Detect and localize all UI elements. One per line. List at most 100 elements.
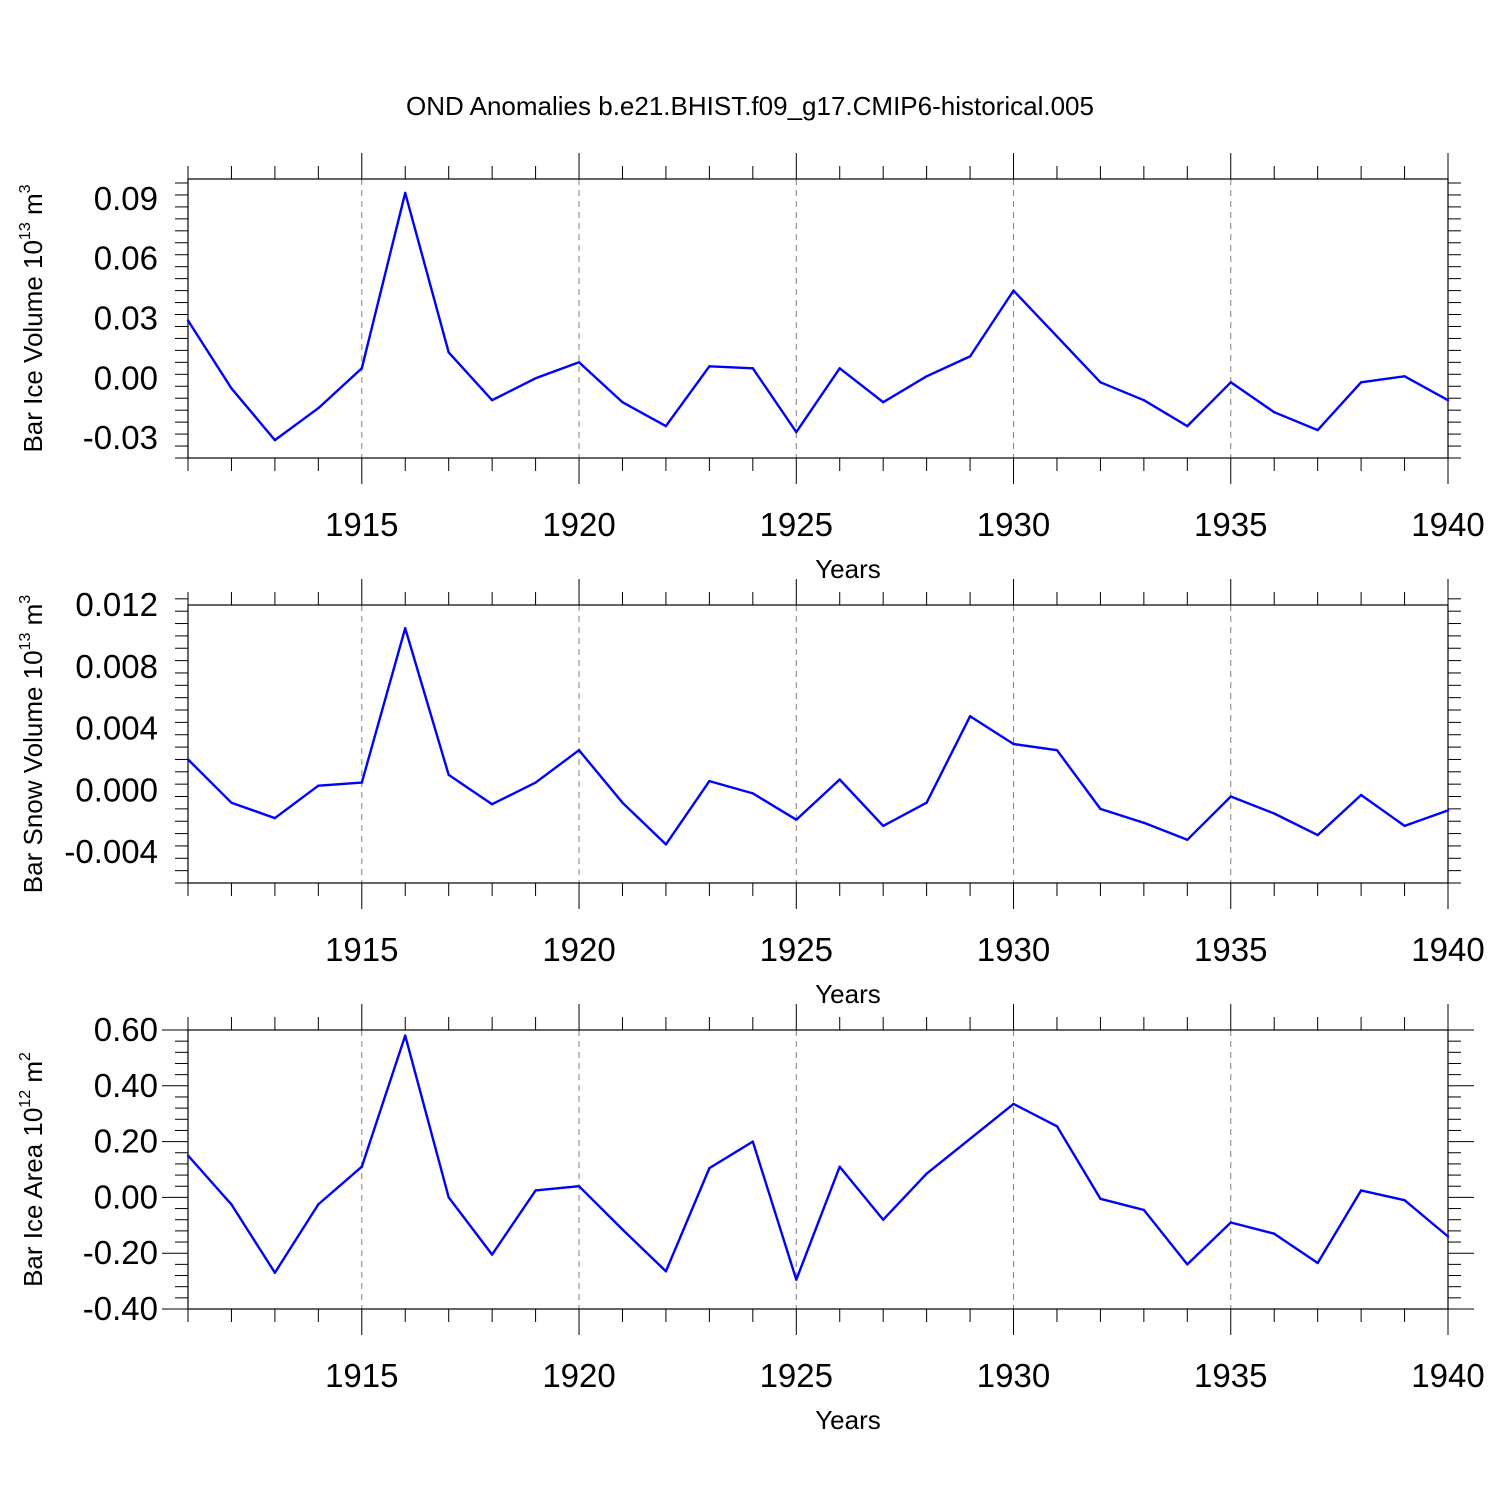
data-point: [534, 781, 537, 784]
x-tick-label: 1940: [1411, 506, 1484, 543]
x-tick-label: 1920: [542, 1357, 615, 1394]
data-point: [230, 801, 233, 804]
data-point: [1273, 812, 1276, 815]
x-axis-label: Years: [815, 979, 881, 1009]
data-point: [795, 818, 798, 821]
data-point: [360, 1165, 363, 1168]
data-point: [1403, 824, 1406, 828]
y-tick-label: 0.008: [75, 648, 158, 685]
data-point: [273, 816, 277, 820]
data-point: [838, 778, 841, 781]
panel-3: -0.40 -0.20 0.00 0.20 0.40 0.60 1915 1920 1925 19…: [17, 1004, 1485, 1435]
data-point: [621, 801, 624, 804]
x-tick-label: 1925: [760, 506, 833, 543]
data-point: [447, 773, 450, 777]
data-point: [751, 1140, 755, 1143]
y-tick-label: 0.00: [94, 1178, 158, 1215]
data-point: [1359, 1189, 1363, 1192]
data-point: [1186, 424, 1189, 428]
x-axis-label: Years: [815, 1405, 881, 1435]
x-tick-label: 1925: [760, 931, 833, 968]
data-point: [577, 1185, 581, 1188]
y-tick-label: 0.60: [94, 1011, 158, 1048]
x-tick-label: 1930: [977, 506, 1050, 543]
data-point: [1316, 833, 1319, 837]
data-point: [317, 406, 320, 410]
x-tick-label: 1935: [1194, 506, 1267, 543]
data-point: [186, 319, 190, 322]
x-tick-label: 1920: [542, 931, 615, 968]
data-point: [1359, 793, 1363, 797]
y-tick-label: 0.000: [75, 771, 158, 808]
y-tick-label: 0.40: [94, 1067, 158, 1104]
data-point: [881, 401, 885, 404]
data-point: [447, 351, 450, 354]
data-point: [1229, 381, 1232, 384]
y-tick-label: 0.03: [94, 300, 158, 337]
y-axis-label: Bar Snow Volume 1013 m3: [17, 595, 48, 894]
data-point: [925, 1172, 928, 1175]
data-point: [1055, 748, 1059, 752]
data-point: [404, 1034, 407, 1037]
data-point: [968, 1137, 972, 1141]
data-point: [664, 843, 668, 846]
y-axis-label: Bar Ice Area 1012 m2: [17, 1052, 48, 1287]
data-point: [1142, 1208, 1146, 1212]
data-point: [230, 387, 233, 390]
data-point: [490, 1253, 494, 1256]
data-point: [317, 784, 320, 787]
data-point: [317, 1203, 320, 1206]
x-tick-label: 1920: [542, 506, 615, 543]
y-tick-label: 0.06: [94, 240, 158, 277]
data-point: [534, 1189, 537, 1192]
panel-2: -0.004 0.000 0.004 0.008 0.012 1915 1920 1925 19…: [17, 579, 1485, 1009]
y-tick-label: 0.09: [94, 180, 158, 217]
data-point: [1012, 289, 1015, 292]
data-point: [925, 801, 928, 804]
y-tick-label: -0.004: [64, 833, 158, 870]
x-tick-label: 1930: [977, 1357, 1050, 1394]
data-point: [1273, 410, 1276, 414]
y-tick-label: 0.00: [94, 359, 158, 396]
y-axis-label: Bar Ice Volume 1013 m3: [17, 184, 48, 452]
series-line: [186, 191, 1449, 442]
data-point: [230, 1203, 233, 1206]
series-line: [187, 627, 1449, 846]
data-point: [404, 626, 407, 630]
data-point: [273, 438, 277, 442]
y-tick-label: -0.03: [83, 419, 158, 456]
data-point: [881, 824, 885, 828]
data-point: [621, 1228, 624, 1231]
data-point: [1186, 1263, 1189, 1266]
x-tick-label: 1915: [325, 506, 398, 543]
y-tick-label: 0.004: [75, 710, 158, 747]
data-point: [1099, 381, 1102, 384]
data-point: [838, 367, 841, 370]
x-tick-label: 1915: [325, 931, 398, 968]
data-point: [490, 803, 494, 806]
data-point: [838, 1165, 841, 1168]
data-point: [968, 355, 972, 358]
x-tick-label: 1940: [1411, 1357, 1484, 1394]
data-point: [273, 1271, 277, 1274]
x-tick-label: 1925: [760, 1357, 833, 1394]
data-point: [1316, 1261, 1319, 1265]
data-point: [360, 781, 363, 784]
figure-title: OND Anomalies b.e21.BHIST.f09_g17.CMIP6-…: [406, 91, 1094, 121]
x-tick-label: 1935: [1194, 931, 1267, 968]
data-point: [1403, 375, 1406, 378]
data-point: [534, 377, 537, 380]
data-point: [925, 375, 928, 378]
data-point: [708, 779, 711, 783]
data-point: [1012, 1102, 1015, 1106]
data-point: [968, 715, 972, 718]
data-point: [1273, 1232, 1276, 1235]
data-point: [490, 399, 494, 402]
data-point: [621, 401, 624, 404]
data-point: [881, 1218, 885, 1221]
series-line: [187, 1034, 1449, 1281]
x-tick-label: 1930: [977, 931, 1050, 968]
y-tick-label: -0.20: [83, 1234, 158, 1271]
data-point: [1186, 838, 1189, 841]
